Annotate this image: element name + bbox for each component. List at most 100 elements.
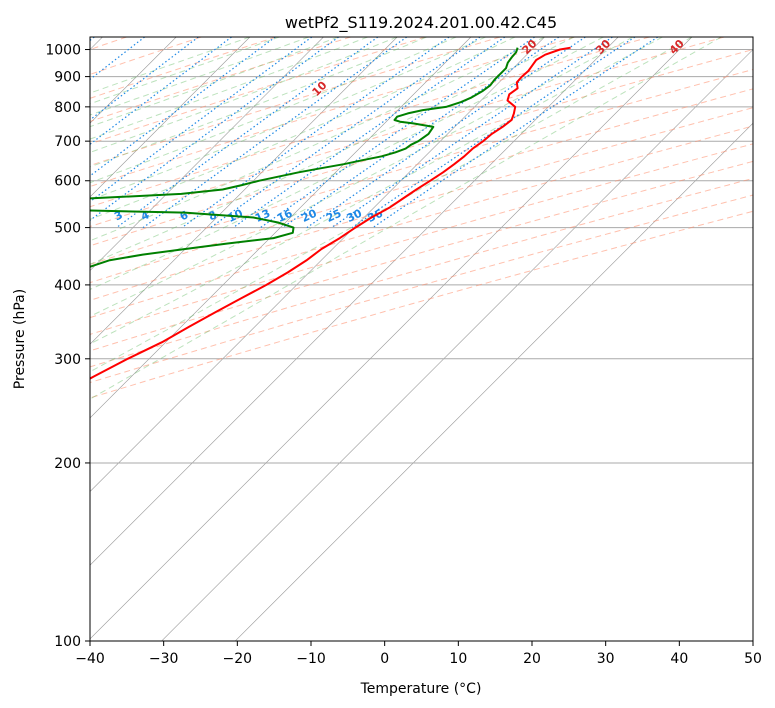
mixing-ratio-label: 13: [253, 207, 272, 225]
x-axis-ticks: −40 −30 −20 −10 0 10 20 30 40 50: [75, 641, 762, 667]
dry-adiabat-line: [90, 37, 650, 208]
mixing-ratio-line: [331, 37, 613, 229]
mixing-ratio-line: [181, 37, 450, 229]
x-tick-label: 30: [597, 651, 615, 667]
moist-adiabat-line: [90, 37, 457, 184]
moist-adiabat-line: [90, 37, 486, 201]
mixing-ratio-line: [90, 37, 95, 42]
x-tick-label: 50: [744, 651, 762, 667]
dry-adiabat-line: [90, 194, 753, 384]
x-tick-label: −20: [223, 651, 253, 667]
isotherm-line: [90, 37, 545, 492]
dry-adiabat-label: 40: [667, 37, 687, 57]
moist-adiabat-line: [90, 37, 516, 220]
isotherm-line: [90, 37, 693, 640]
mixing-ratio-line: [90, 37, 199, 121]
y-tick-label: 800: [54, 100, 81, 116]
moist-adiabat-line: [90, 37, 693, 373]
y-tick-label: 700: [54, 134, 81, 150]
mixing-ratio-label: 30: [345, 207, 365, 225]
y-tick-label: 900: [54, 70, 81, 86]
dry-adiabat-line: [90, 48, 753, 247]
mixing-ratio-line: [351, 37, 636, 229]
x-tick-label: −30: [149, 651, 179, 667]
y-tick-label: 200: [54, 456, 81, 472]
y-tick-label: 100: [54, 634, 81, 650]
dry-adiabat-line: [90, 107, 753, 301]
moist-adiabat-line: [90, 37, 604, 291]
moist-adiabat-line: [90, 37, 251, 94]
profile-series: [90, 46, 571, 380]
mixing-ratio-lines: [90, 37, 659, 229]
temperature-profile-line: [90, 46, 571, 380]
y-tick-label: 400: [54, 278, 81, 294]
plot-area: 0.10.20.40.611.52346810131620253036-100-…: [17, 37, 753, 641]
mixing-ratio-label: 25: [324, 207, 343, 225]
plot-frame: [89, 36, 754, 642]
dry-adiabat-line: [90, 37, 725, 228]
mixing-ratio-line: [116, 37, 379, 229]
moist-adiabat-line: [90, 37, 663, 345]
dewpoint-profile-line: [90, 47, 519, 268]
x-tick-label: 20: [523, 651, 541, 667]
dry-adiabat-line: [90, 210, 753, 399]
dry-adiabat-line: [90, 37, 202, 75]
x-tick-label: 40: [670, 651, 688, 667]
reference-line-labels: 0.10.20.40.611.52346810131620253036-100-…: [17, 37, 687, 225]
y-tick-label: 600: [54, 174, 81, 190]
isotherm-line: [90, 37, 619, 566]
y-axis-label: Pressure (hPa): [12, 289, 28, 389]
dry-adiabat-line: [90, 88, 753, 284]
x-tick-label: −40: [75, 651, 105, 667]
dry-adiabat-label: 30: [593, 37, 613, 57]
dry-adiabat-line: [90, 37, 501, 167]
dry-adiabat-line: [90, 37, 351, 122]
y-tick-label: 500: [54, 221, 81, 237]
mixing-ratio-line: [232, 37, 506, 229]
dry-adiabat-line: [90, 68, 753, 265]
isotherm-line: [90, 37, 398, 345]
mixing-ratio-line: [372, 37, 659, 229]
x-axis-label: Temperature (°C): [360, 681, 482, 697]
moist-adiabat-line: [90, 37, 280, 105]
isotherm-lines: [90, 37, 753, 641]
dry-adiabat-line: [90, 37, 575, 188]
moist-adiabat-line: [90, 37, 722, 400]
dry-adiabat-line: [90, 37, 426, 145]
isotherm-line: [90, 37, 472, 419]
mixing-ratio-line: [90, 37, 339, 222]
isotherm-line: [234, 122, 753, 641]
isobar-gridlines: [90, 49, 753, 641]
isotherm-line: [161, 49, 753, 641]
dry-adiabat-label: 10: [310, 79, 330, 99]
x-tick-label: −10: [296, 651, 326, 667]
mixing-ratio-label: 6: [178, 208, 191, 223]
x-tick-label: 10: [449, 651, 467, 667]
mixing-ratio-line: [90, 37, 145, 81]
isotherm-line: [90, 37, 251, 198]
dry-adiabat-line: [90, 160, 753, 352]
moist-adiabat-line: [90, 37, 634, 317]
dry-adiabat-line: [90, 37, 277, 99]
moist-adiabat-line: [90, 37, 545, 242]
mixing-ratio-label: 16: [275, 207, 295, 225]
dry-adiabat-line: [90, 177, 753, 368]
mixing-ratio-label: 20: [299, 207, 319, 225]
y-axis-ticks: 100 200 300 400 500 600 700 800 900 1000: [45, 43, 90, 650]
chart-title: wetPf2_S119.2024.201.00.42.C45: [285, 13, 557, 33]
dry-adiabat-label: 20: [520, 37, 540, 57]
y-tick-label: 300: [54, 352, 81, 368]
x-tick-label: 0: [380, 651, 389, 667]
mixing-ratio-line: [306, 37, 586, 229]
dry-adiabat-line: [90, 143, 753, 335]
dry-adiabat-lines: [90, 37, 753, 399]
isotherm-line: [90, 37, 324, 271]
dry-adiabat-line: [90, 125, 753, 319]
moist-adiabat-line: [90, 37, 575, 265]
y-tick-label: 1000: [45, 43, 81, 59]
mixing-ratio-line: [90, 37, 232, 146]
moist-adiabat-line: [90, 37, 309, 116]
mixing-ratio-line: [260, 37, 535, 229]
mixing-ratio-label: 1: [17, 208, 29, 223]
